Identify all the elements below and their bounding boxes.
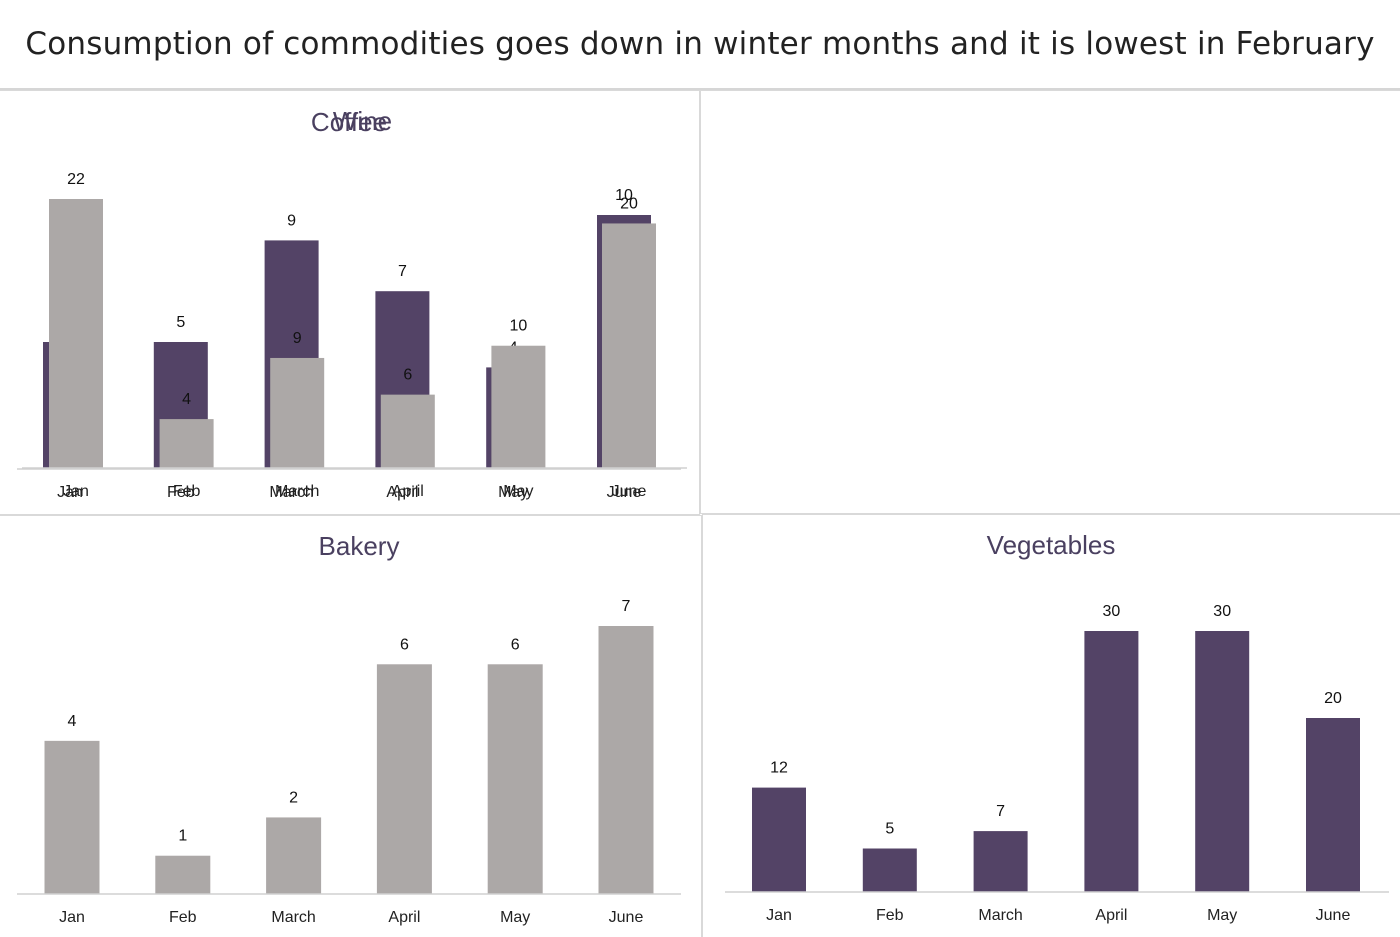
data-label-vegetables-may: 30 <box>1213 603 1231 620</box>
data-label-coffee-feb: 5 <box>176 314 185 331</box>
category-label-bakery-feb: Feb <box>169 909 197 926</box>
data-label-wine-may: 10 <box>510 318 528 335</box>
category-label-bakery-may: May <box>500 909 530 926</box>
bar-bakery-june <box>598 626 654 894</box>
category-label-wine-feb: Feb <box>173 483 201 500</box>
bar-vegetables-may <box>1195 631 1250 892</box>
data-label-vegetables-jan: 12 <box>770 760 788 777</box>
category-label-coffee-feb: Feb <box>167 484 195 501</box>
chart-panel-coffee: Coffee5Jan5Feb9March7April4May10June <box>0 90 700 515</box>
data-label-bakery-feb: 1 <box>178 828 187 845</box>
category-label-coffee-may: May <box>498 484 528 501</box>
bar-vegetables-june <box>1306 718 1360 892</box>
category-label-coffee-june: June <box>607 484 642 501</box>
bar-wine-feb <box>159 419 214 468</box>
data-label-vegetables-april: 30 <box>1103 603 1121 620</box>
chart-title-bakery: Bakery <box>319 531 400 561</box>
bar-wine-jan <box>49 199 103 468</box>
data-label-bakery-jan: 4 <box>68 713 77 730</box>
bar-vegetables-april <box>1084 631 1139 892</box>
data-label-coffee-march: 9 <box>287 212 296 229</box>
category-label-vegetables-april: April <box>1095 907 1127 924</box>
category-label-coffee-jan: Jan <box>57 484 83 501</box>
category-label-vegetables-may: May <box>1207 907 1237 924</box>
data-label-bakery-may: 6 <box>511 636 520 653</box>
category-label-vegetables-feb: Feb <box>876 907 904 924</box>
bar-bakery-march <box>266 817 322 894</box>
category-label-vegetables-june: June <box>1316 907 1351 924</box>
bar-vegetables-jan <box>752 787 806 892</box>
bar-bakery-jan <box>44 740 100 894</box>
bar-vegetables-march <box>973 831 1028 892</box>
chart-svg-vegetables: Vegetables 12 Jan 5 Feb 7 March 30 April 30 May 20 J… <box>725 530 1389 924</box>
category-label-bakery-june: June <box>609 909 644 926</box>
category-label-bakery-april: April <box>388 909 420 926</box>
chart-svg-coffee: Coffee5Jan5Feb9March7April4May10June <box>17 107 681 501</box>
category-label-coffee-april: April <box>386 484 418 501</box>
bar-wine-april <box>380 394 435 468</box>
data-label-bakery-march: 2 <box>289 789 298 806</box>
data-label-wine-june: 20 <box>620 195 638 212</box>
bar-wine-june <box>602 223 656 468</box>
data-label-coffee-june: 10 <box>615 187 633 204</box>
data-label-bakery-june: 7 <box>622 598 631 615</box>
chart-svg-bakery: Bakery 4 Jan 1 Feb 2 March 6 April 6 May 7 June <box>17 531 681 926</box>
chart-svg-wine: Wine 22 Jan 4 Feb 9 March 6 April 10 May 20 June <box>22 106 687 500</box>
category-label-bakery-jan: Jan <box>59 909 85 926</box>
data-label-wine-march: 9 <box>293 330 302 347</box>
data-label-vegetables-feb: 5 <box>885 821 894 838</box>
bar-wine-may <box>491 345 546 468</box>
chart-panel-bakery: Bakery 4 Jan 1 Feb 2 March 6 April 6 May 7 June <box>0 515 702 937</box>
data-label-wine-feb: 4 <box>182 391 191 408</box>
category-label-wine-march: March <box>275 483 319 500</box>
category-label-wine-may: May <box>503 483 533 500</box>
category-label-wine-jan: Jan <box>63 483 89 500</box>
category-label-wine-april: April <box>392 483 424 500</box>
bar-bakery-april <box>376 664 432 894</box>
category-label-vegetables-jan: Jan <box>766 907 792 924</box>
bar-vegetables-feb <box>862 848 917 892</box>
chart-title-wine: Wine <box>333 106 392 136</box>
chart-title-coffee: Coffee <box>311 107 387 137</box>
bar-bakery-may <box>487 664 543 894</box>
category-label-bakery-march: March <box>271 909 315 926</box>
chart-title-vegetables: Vegetables <box>987 530 1116 560</box>
data-label-vegetables-march: 7 <box>996 803 1005 820</box>
title-divider <box>0 88 1400 90</box>
page-title: Consumption of commodities goes down in … <box>25 26 1375 62</box>
data-label-coffee-april: 7 <box>398 263 407 280</box>
data-label-bakery-april: 6 <box>400 636 409 653</box>
chart-panel-wine: Wine 22 Jan 4 Feb 9 March 6 April 10 May 20 June <box>22 90 1400 514</box>
data-label-wine-april: 6 <box>403 367 412 384</box>
category-label-wine-june: June <box>612 483 647 500</box>
chart-panel-vegetables: Vegetables 12 Jan 5 Feb 7 March 30 April 30 May 20 J… <box>702 514 1400 937</box>
data-label-wine-jan: 22 <box>67 171 85 188</box>
bar-bakery-feb <box>155 855 211 894</box>
category-label-vegetables-march: March <box>978 907 1022 924</box>
data-label-vegetables-june: 20 <box>1324 690 1342 707</box>
category-label-coffee-march: March <box>269 484 313 501</box>
bar-wine-march <box>270 357 325 468</box>
